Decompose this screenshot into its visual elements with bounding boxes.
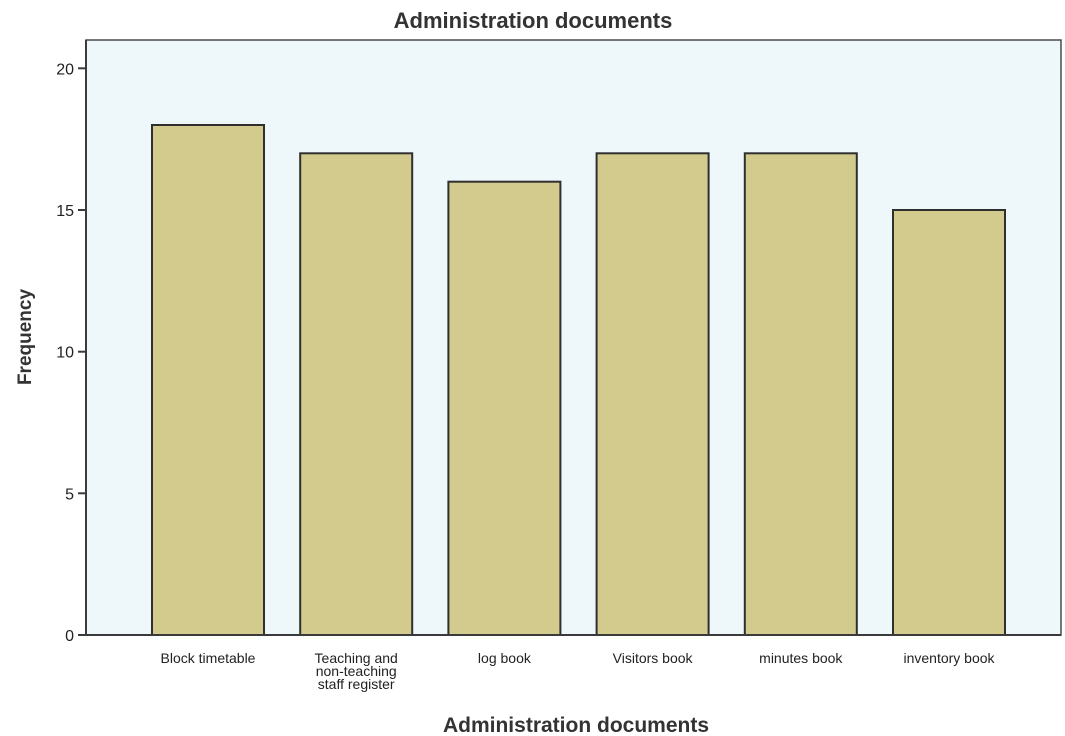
y-tick-label-0: 0 xyxy=(65,628,74,645)
chart-title: Administration documents xyxy=(394,8,673,33)
x-tick-label-line: minutes book xyxy=(759,650,843,666)
y-axis-title: Frequency xyxy=(15,289,36,386)
x-tick-label-line: inventory book xyxy=(903,650,995,666)
bars-layer xyxy=(151,124,1006,637)
x-tick-label-line: log book xyxy=(478,650,532,666)
x-tick-label-2: log book xyxy=(478,650,532,666)
x-tick-label-line: Teaching and xyxy=(315,650,398,666)
x-tick-label-3: Visitors book xyxy=(613,650,694,666)
bar-4 xyxy=(743,152,858,637)
bar-0 xyxy=(151,124,265,636)
x-tick-label-5: inventory book xyxy=(903,650,995,666)
y-tick-label-2: 10 xyxy=(56,345,74,362)
x-tick-label-4: minutes book xyxy=(759,650,843,666)
x-tick-label-line: Block timetable xyxy=(161,650,256,666)
y-ticks-layer: 0 5 10 15 20 xyxy=(56,61,86,645)
bar-5 xyxy=(892,209,1006,636)
x-axis-title: Administration documents xyxy=(443,714,709,736)
bar-2 xyxy=(447,180,562,636)
x-labels-layer: Block timetable Teaching and non-teaching s… xyxy=(161,650,996,692)
x-tick-label-0: Block timetable xyxy=(161,650,256,666)
y-tick-label-1: 5 xyxy=(65,486,74,503)
bar-3 xyxy=(595,152,710,637)
y-tick-label-4: 20 xyxy=(56,61,74,78)
bar-1 xyxy=(299,152,414,637)
y-tick-label-3: 15 xyxy=(56,203,74,220)
x-tick-label-line: staff register xyxy=(318,676,395,692)
x-tick-label-1: Teaching and non-teaching staff register xyxy=(315,650,398,692)
x-tick-label-line: non-teaching xyxy=(316,663,397,679)
x-tick-label-line: Visitors book xyxy=(613,650,694,666)
